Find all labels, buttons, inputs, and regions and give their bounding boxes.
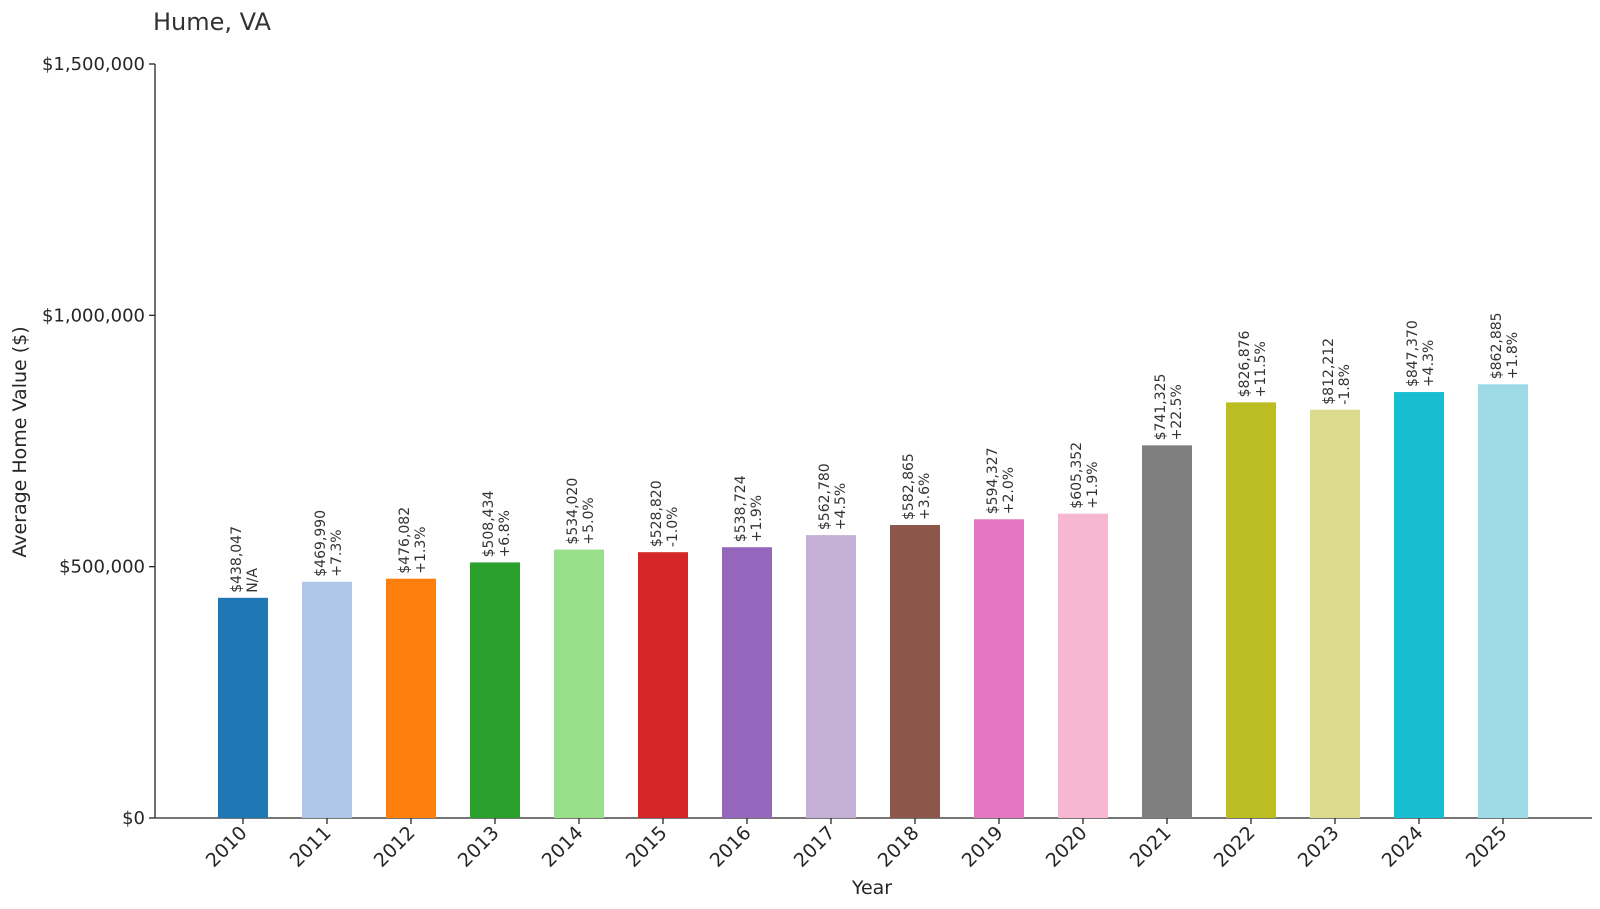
y-tick-label: $1,500,000 bbox=[42, 54, 145, 75]
value-label: $476,082 bbox=[397, 507, 413, 574]
x-tick-label: 2021 bbox=[1126, 822, 1176, 872]
change-label: +11.5% bbox=[1253, 341, 1269, 397]
bar bbox=[974, 519, 1024, 818]
change-label: +1.9% bbox=[1085, 461, 1101, 508]
value-label: $469,990 bbox=[313, 510, 329, 577]
bar bbox=[1310, 409, 1360, 818]
x-tick-label: 2023 bbox=[1294, 822, 1344, 872]
change-label: +2.0% bbox=[1001, 467, 1017, 514]
x-tick-label: 2012 bbox=[370, 822, 420, 872]
data-labels-group: $438,047 N/A $469,990 +7.3% $476,082 +1.3% $50… bbox=[229, 312, 1521, 592]
change-label: +1.3% bbox=[413, 526, 429, 573]
value-label: $438,047 bbox=[229, 526, 245, 593]
value-label: $562,780 bbox=[817, 463, 833, 530]
x-tick-label: 2024 bbox=[1378, 822, 1428, 872]
y-tick-label: $1,000,000 bbox=[42, 305, 145, 326]
y-axis: $0 $500,000 $1,000,000 $1,500,000 bbox=[42, 54, 156, 829]
change-label: +6.8% bbox=[497, 510, 513, 557]
bar bbox=[218, 597, 268, 818]
value-label: $741,325 bbox=[1153, 374, 1169, 441]
change-label: +1.8% bbox=[1505, 332, 1521, 379]
y-axis-label: Average Home Value ($) bbox=[9, 326, 31, 557]
change-label: +1.9% bbox=[749, 495, 765, 542]
bar bbox=[1394, 392, 1444, 818]
x-tick-label: 2020 bbox=[1042, 822, 1092, 872]
bar bbox=[302, 581, 352, 818]
bar bbox=[554, 549, 604, 818]
change-label: +22.5% bbox=[1169, 384, 1185, 440]
value-label: $594,327 bbox=[985, 447, 1001, 514]
value-label: $538,724 bbox=[733, 475, 749, 542]
value-label: $605,352 bbox=[1069, 442, 1085, 509]
x-tick-label: 2015 bbox=[622, 822, 672, 872]
bar bbox=[1058, 513, 1108, 818]
bar bbox=[1142, 445, 1192, 818]
x-tick-label: 2018 bbox=[874, 822, 924, 872]
bar bbox=[1478, 384, 1528, 818]
bar bbox=[638, 552, 688, 818]
change-label: +4.3% bbox=[1421, 340, 1437, 387]
bar bbox=[386, 578, 436, 818]
y-tick-label: $500,000 bbox=[59, 557, 145, 578]
bars-group bbox=[218, 384, 1528, 818]
value-label: $528,820 bbox=[649, 480, 665, 547]
chart-title: Hume, VA bbox=[153, 8, 272, 36]
bar bbox=[890, 525, 940, 818]
value-label: $812,212 bbox=[1321, 338, 1337, 405]
change-label: +7.3% bbox=[329, 529, 345, 576]
y-tick-label: $0 bbox=[122, 808, 145, 829]
change-label: +4.5% bbox=[833, 483, 849, 530]
x-tick-label: 2016 bbox=[706, 822, 756, 872]
x-tick-label: 2019 bbox=[958, 822, 1008, 872]
value-label: $826,876 bbox=[1237, 330, 1253, 397]
x-tick-label: 2022 bbox=[1210, 822, 1260, 872]
change-label: -1.8% bbox=[1337, 364, 1353, 405]
x-tick-label: 2025 bbox=[1462, 822, 1512, 872]
x-axis-label: Year bbox=[851, 877, 892, 899]
value-label: $582,865 bbox=[901, 453, 917, 520]
change-label: -1.0% bbox=[665, 507, 681, 548]
change-label: +5.0% bbox=[581, 497, 597, 544]
bar bbox=[806, 535, 856, 818]
value-label: $508,434 bbox=[481, 491, 497, 558]
bar bbox=[1226, 402, 1276, 818]
x-axis: 2010 2011 2012 2013 2014 2015 2016 2017 2018 2019… bbox=[155, 817, 1592, 872]
x-tick-label: 2010 bbox=[202, 822, 252, 872]
bar bbox=[470, 562, 520, 818]
x-tick-label: 2011 bbox=[286, 822, 336, 872]
value-label: $534,020 bbox=[565, 478, 581, 545]
change-label: N/A bbox=[245, 568, 261, 593]
x-tick-label: 2017 bbox=[790, 822, 840, 872]
value-label: $862,885 bbox=[1489, 312, 1505, 379]
change-label: +3.6% bbox=[917, 473, 933, 520]
value-label: $847,370 bbox=[1405, 320, 1421, 387]
x-tick-label: 2013 bbox=[454, 822, 504, 872]
x-tick-label: 2014 bbox=[538, 822, 588, 872]
bar bbox=[722, 547, 772, 818]
